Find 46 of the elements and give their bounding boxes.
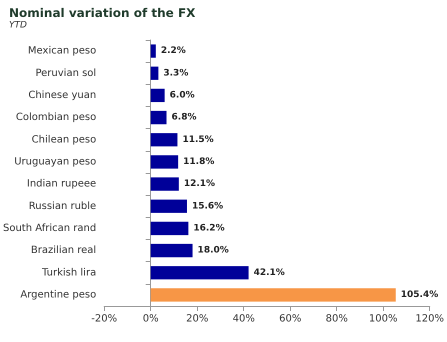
data-label: 42.1% — [254, 268, 285, 278]
y-tick-label: Indian rupeee — [26, 178, 96, 190]
x-tick-label: 40% — [232, 314, 255, 324]
y-tick-label: Brazilian real — [30, 245, 96, 256]
bar — [150, 110, 167, 124]
chart-title: Nominal variation of the FX — [9, 6, 196, 20]
data-label: 2.2% — [160, 46, 186, 56]
data-label: 6.8% — [172, 112, 196, 123]
data-label: 105.4% — [400, 290, 438, 300]
x-tick-label: 60% — [279, 314, 302, 324]
bar — [150, 66, 158, 80]
bar — [150, 200, 187, 213]
bar — [150, 288, 396, 302]
data-label: 3.3% — [163, 68, 188, 78]
x-tick-label: 20% — [186, 314, 208, 324]
y-tick-label: Mexican peso — [28, 46, 96, 57]
x-tick-label: -20% — [91, 314, 118, 324]
bar — [150, 133, 178, 146]
bar — [150, 155, 178, 169]
y-tick-label: Peruvian sol — [35, 68, 96, 79]
text: YTD — [9, 20, 27, 30]
y-tick-label: Chinese yuan — [28, 90, 96, 101]
x-tick-label: 100% — [368, 314, 398, 324]
data-label: 12.1% — [184, 179, 216, 190]
data-label: 16.2% — [193, 223, 225, 234]
y-tick-label: Russian ruble — [28, 200, 96, 212]
bar — [150, 266, 249, 280]
x-tick-label: 120% — [415, 314, 444, 324]
y-tick-label: Colombian peso — [16, 112, 96, 124]
y-tick-label: Chilean peso — [32, 134, 96, 146]
bar — [150, 244, 193, 258]
bar — [150, 222, 188, 236]
y-tick-label: Argentine peso — [20, 289, 96, 300]
data-label: 11.8% — [183, 156, 214, 167]
data-label: 11.5% — [182, 134, 214, 145]
data-label: 18.0% — [198, 246, 229, 256]
y-tick-label: Turkish lira — [41, 267, 96, 278]
bar — [150, 44, 156, 58]
data-label: 15.6% — [192, 201, 224, 212]
data-label: 6.0% — [170, 90, 195, 100]
bar — [150, 88, 165, 102]
y-tick-label: South African rand — [3, 222, 96, 234]
x-tick-label: 0% — [142, 314, 159, 324]
bar — [150, 177, 179, 191]
x-tick-label: 80% — [326, 314, 348, 324]
y-tick-label: Uruguayan peso — [14, 156, 96, 168]
